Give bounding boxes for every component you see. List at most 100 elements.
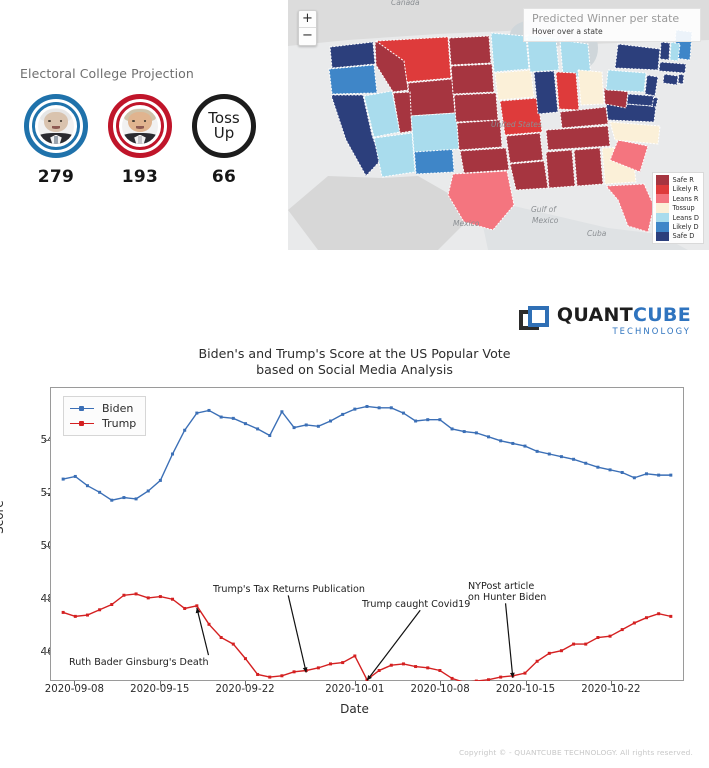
series-point-biden — [596, 465, 600, 469]
chart-y-axis-label: Score — [0, 500, 6, 534]
series-point-biden — [462, 430, 466, 434]
map-state-wy[interactable] — [407, 78, 456, 117]
series-point-trump — [268, 675, 272, 679]
y-tick-mark — [44, 651, 50, 653]
series-point-biden — [158, 478, 162, 482]
map-state-vt[interactable] — [659, 41, 671, 61]
map-state-tn[interactable] — [545, 125, 611, 151]
ec-candidate-biden[interactable]: 279 — [14, 94, 98, 187]
map-state-nj[interactable] — [644, 74, 659, 97]
chart-legend[interactable]: Biden Trump — [63, 396, 147, 436]
map-state-la[interactable] — [509, 160, 549, 191]
map-state-nv[interactable] — [363, 90, 401, 138]
chart-annotation-arrowhead — [366, 674, 372, 681]
ec-candidate-trump[interactable]: 193 — [98, 94, 182, 187]
map-state-in[interactable] — [555, 71, 580, 111]
map-state-sd[interactable] — [450, 63, 495, 95]
us-election-map[interactable]: United States Mexico Gulf of Mexico Cuba Cana… — [288, 0, 709, 250]
series-point-trump — [134, 592, 138, 596]
series-point-trump — [620, 628, 624, 632]
map-state-ia[interactable] — [494, 69, 535, 101]
x-tick-mark — [354, 681, 356, 686]
map-state-mo[interactable] — [499, 97, 543, 136]
series-point-trump — [292, 670, 296, 674]
map-legend-row: Safe R — [655, 175, 699, 185]
map-legend-label: Leans D — [672, 213, 699, 222]
series-point-biden — [316, 424, 320, 428]
series-point-biden — [401, 411, 405, 415]
map-legend: Safe R Likely R Leans R Tossup Leans D Likely… — [651, 172, 704, 244]
map-state-fl[interactable] — [604, 183, 655, 233]
series-point-biden — [547, 452, 551, 456]
logo-name-part1: QUANT — [556, 304, 633, 327]
series-point-trump — [608, 634, 612, 638]
map-state-al[interactable] — [573, 147, 604, 187]
series-point-trump — [353, 654, 357, 658]
series-point-biden — [219, 415, 223, 419]
map-legend-swatch — [655, 175, 669, 185]
map-state-wi[interactable] — [526, 34, 560, 73]
map-legend-label: Leans R — [672, 194, 699, 203]
map-tooltip-title: Predicted Winner per state — [532, 12, 680, 25]
map-state-ky[interactable] — [559, 106, 609, 129]
map-state-ny[interactable] — [614, 43, 661, 71]
map-state-ri[interactable] — [677, 73, 685, 85]
map-state-ct[interactable] — [662, 73, 679, 86]
series-point-trump — [61, 610, 65, 614]
map-state-sc[interactable] — [609, 139, 649, 173]
map-zoom-controls[interactable]: + − — [298, 10, 317, 46]
map-state-az[interactable] — [373, 132, 416, 178]
series-point-trump — [450, 676, 454, 680]
map-state-nc[interactable] — [609, 121, 661, 145]
map-state-mn[interactable] — [490, 32, 530, 73]
chart-annotation-arrow — [366, 609, 421, 681]
map-state-or[interactable] — [328, 64, 378, 95]
series-point-trump — [669, 614, 673, 618]
chart-legend-item-trump[interactable]: Trump — [70, 416, 136, 431]
map-state-oh[interactable] — [577, 69, 605, 106]
map-state-ks[interactable] — [456, 119, 503, 151]
map-state-wv[interactable] — [603, 87, 629, 109]
zoom-out-button[interactable]: − — [302, 28, 313, 43]
tossup-ring: Toss Up — [192, 94, 256, 158]
map-state-tx[interactable] — [447, 170, 515, 231]
map-state-il[interactable] — [533, 70, 559, 115]
ec-tossup[interactable]: Toss Up 66 — [182, 94, 266, 187]
map-state-md[interactable] — [626, 93, 655, 107]
map-state-pa[interactable] — [605, 69, 647, 93]
map-state-ok[interactable] — [459, 147, 510, 174]
x-tick-label: 2020-10-01 — [325, 684, 385, 695]
map-state-va[interactable] — [605, 102, 657, 123]
logo-subtitle: TECHNOLOGY — [612, 326, 691, 337]
series-point-biden — [523, 444, 527, 448]
map-legend-row: Leans R — [655, 194, 699, 204]
chart-title-line1: Biden's and Trump's Score at the US Popu… — [198, 346, 511, 361]
series-point-biden — [304, 423, 308, 427]
trump-ring-avatar — [108, 94, 172, 158]
map-state-ar[interactable] — [505, 132, 544, 164]
map-state-nd[interactable] — [448, 35, 492, 66]
series-point-trump — [316, 666, 320, 670]
map-state-mt[interactable] — [374, 36, 452, 83]
map-landmass — [483, 206, 688, 250]
map-state-co[interactable] — [410, 112, 460, 153]
series-point-biden — [645, 472, 649, 476]
series-point-biden — [341, 412, 345, 416]
zoom-in-button[interactable]: + — [299, 11, 316, 28]
series-point-biden — [98, 490, 102, 494]
map-state-wa[interactable] — [329, 41, 376, 69]
series-point-trump — [401, 662, 405, 666]
map-legend-label: Likely R — [672, 185, 699, 194]
map-state-ms[interactable] — [545, 149, 576, 189]
chart-legend-item-biden[interactable]: Biden — [70, 401, 136, 416]
series-point-trump — [158, 595, 162, 599]
x-tick-mark — [245, 681, 247, 686]
series-point-biden — [280, 410, 284, 414]
x-tick-label: 2020-09-08 — [44, 684, 104, 695]
series-point-trump — [657, 612, 661, 616]
map-place-label: Cuba — [587, 229, 607, 238]
map-legend-swatch — [655, 184, 669, 195]
map-state-ma[interactable] — [658, 61, 687, 74]
map-state-ne[interactable] — [453, 92, 499, 123]
map-state-nh[interactable] — [669, 41, 681, 62]
